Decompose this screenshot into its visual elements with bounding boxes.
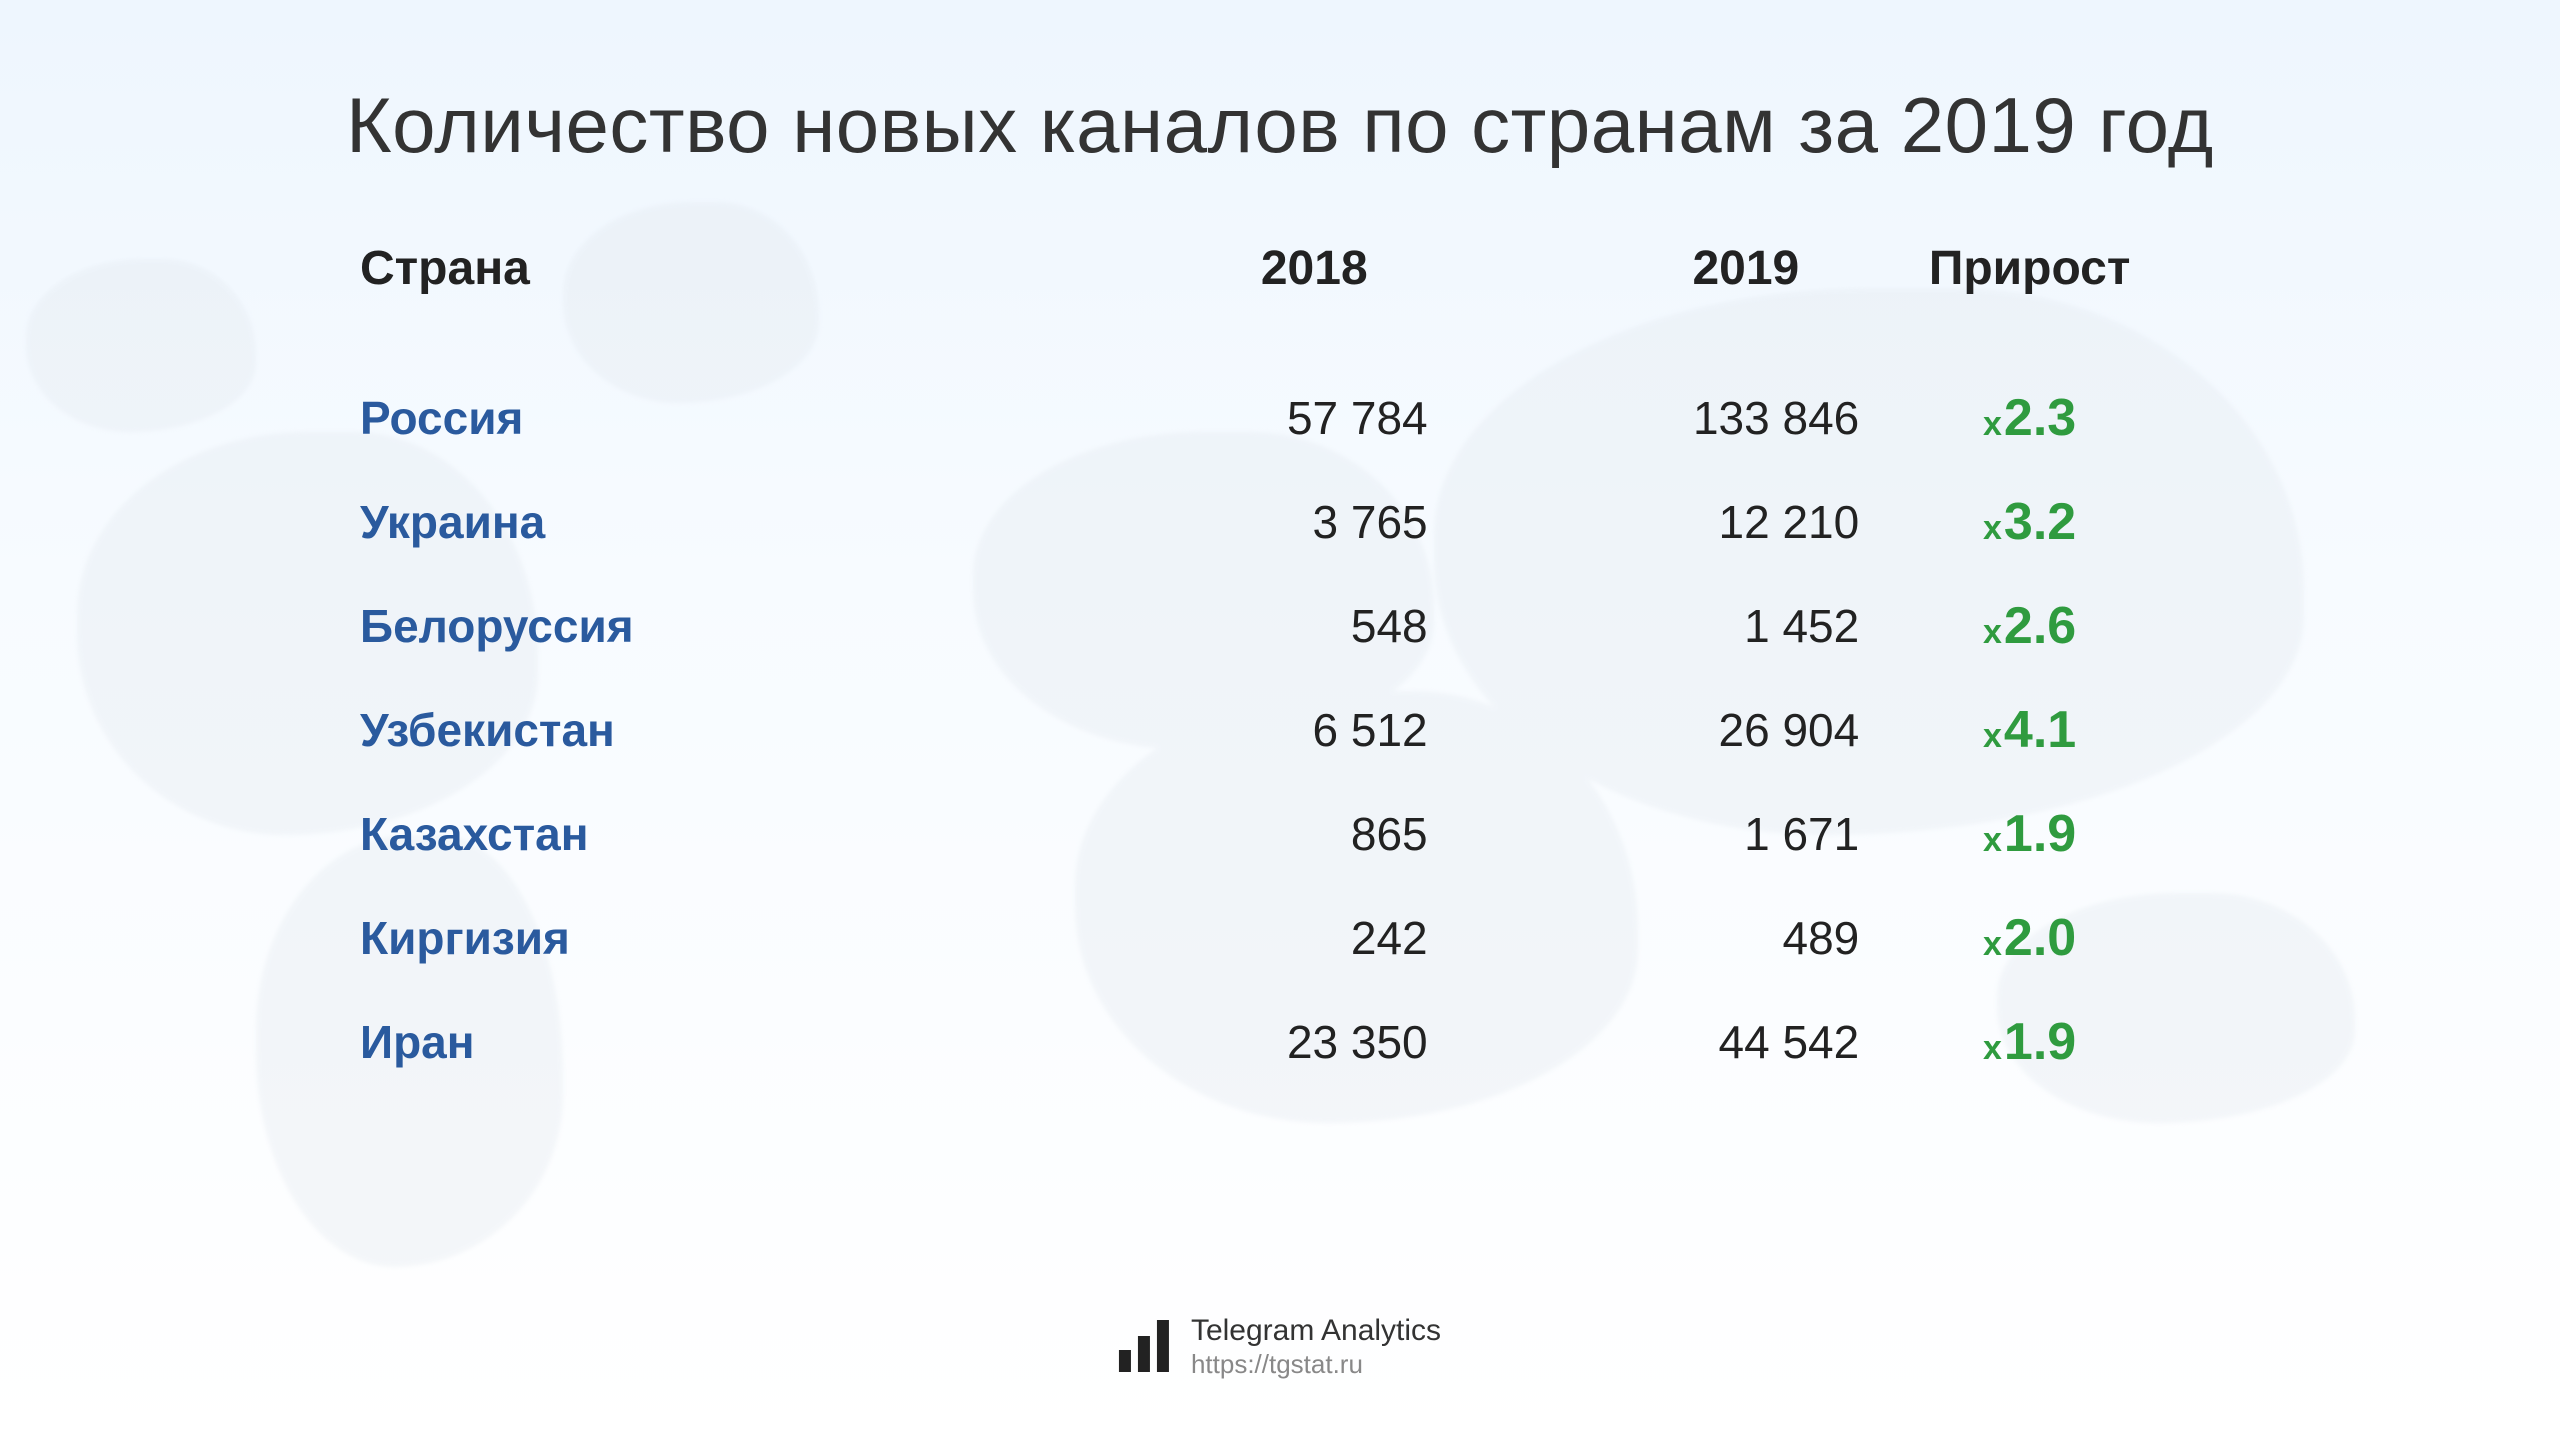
cell-growth: x2.3 [1859, 366, 2200, 470]
growth-value: 2.3 [2004, 389, 2076, 447]
cell-country: Казахстан [360, 782, 996, 886]
cell-country: Украина [360, 470, 996, 574]
col-header-growth: Прирост [1859, 241, 2200, 366]
table-row: Иран23 35044 542x1.9 [360, 990, 2200, 1094]
growth-prefix: x [1983, 717, 2002, 755]
col-header-2019: 2019 [1428, 241, 1860, 366]
col-header-2018: 2018 [996, 241, 1428, 366]
growth-value: 2.6 [2004, 597, 2076, 655]
cell-growth: x4.1 [1859, 678, 2200, 782]
cell-2018: 57 784 [996, 366, 1428, 470]
cell-2018: 23 350 [996, 990, 1428, 1094]
growth-prefix: x [1983, 925, 2002, 963]
page-title: Количество новых каналов по странам за 2… [346, 80, 2214, 171]
growth-prefix: x [1983, 509, 2002, 547]
growth-prefix: x [1983, 1029, 2002, 1067]
cell-growth: x2.6 [1859, 574, 2200, 678]
growth-prefix: x [1983, 613, 2002, 651]
growth-value: 2.0 [2004, 909, 2076, 967]
cell-growth: x1.9 [1859, 990, 2200, 1094]
cell-2018: 548 [996, 574, 1428, 678]
cell-2019: 44 542 [1428, 990, 1860, 1094]
growth-value: 1.9 [2004, 805, 2076, 863]
cell-2018: 3 765 [996, 470, 1428, 574]
channels-by-country-table: Страна 2018 2019 Прирост Россия57 784133… [360, 241, 2200, 1094]
tgstat-logo-icon [1119, 1320, 1169, 1372]
infographic-content: Количество новых каналов по странам за 2… [0, 0, 2560, 1440]
cell-2018: 6 512 [996, 678, 1428, 782]
cell-growth: x1.9 [1859, 782, 2200, 886]
cell-2018: 865 [996, 782, 1428, 886]
footer-url: https://tgstat.ru [1191, 1349, 1441, 1380]
table-header-row: Страна 2018 2019 Прирост [360, 241, 2200, 366]
table-row: Киргизия242489x2.0 [360, 886, 2200, 990]
table-row: Казахстан8651 671x1.9 [360, 782, 2200, 886]
cell-growth: x2.0 [1859, 886, 2200, 990]
growth-value: 1.9 [2004, 1013, 2076, 1071]
table-row: Узбекистан6 51226 904x4.1 [360, 678, 2200, 782]
cell-2019: 26 904 [1428, 678, 1860, 782]
cell-2019: 1 671 [1428, 782, 1860, 886]
growth-value: 3.2 [2004, 493, 2076, 551]
growth-value: 4.1 [2004, 701, 2076, 759]
cell-2019: 1 452 [1428, 574, 1860, 678]
growth-prefix: x [1983, 821, 2002, 859]
cell-2019: 489 [1428, 886, 1860, 990]
cell-country: Россия [360, 366, 996, 470]
cell-2019: 133 846 [1428, 366, 1860, 470]
growth-prefix: x [1983, 405, 2002, 443]
table-row: Россия57 784133 846x2.3 [360, 366, 2200, 470]
col-header-country: Страна [360, 241, 996, 366]
cell-country: Узбекистан [360, 678, 996, 782]
cell-country: Белоруссия [360, 574, 996, 678]
cell-2018: 242 [996, 886, 1428, 990]
footer-brand: Telegram Analytics [1191, 1313, 1441, 1349]
cell-2019: 12 210 [1428, 470, 1860, 574]
table-row: Украина3 76512 210x3.2 [360, 470, 2200, 574]
table-row: Белоруссия5481 452x2.6 [360, 574, 2200, 678]
cell-country: Иран [360, 990, 996, 1094]
cell-growth: x3.2 [1859, 470, 2200, 574]
cell-country: Киргизия [360, 886, 996, 990]
footer-attribution: Telegram Analytics https://tgstat.ru [1119, 1313, 1441, 1380]
